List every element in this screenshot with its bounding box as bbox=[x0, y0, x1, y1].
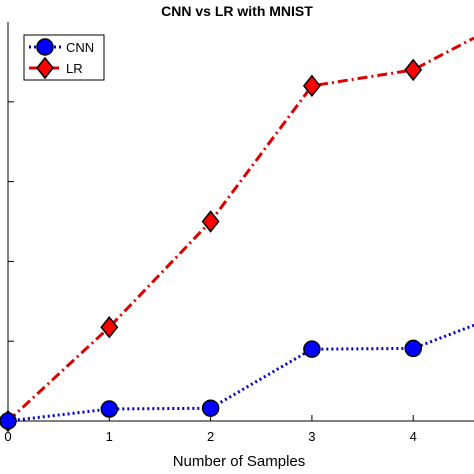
x-tick-label: 0 bbox=[4, 429, 11, 444]
series-lr bbox=[0, 36, 474, 433]
legend-item-lr: LR bbox=[29, 56, 83, 80]
axes: 0 1 2 3 4 bbox=[4, 22, 474, 444]
data-point bbox=[302, 74, 321, 98]
data-point bbox=[201, 399, 220, 417]
data-point bbox=[36, 38, 54, 56]
series-layer bbox=[0, 36, 474, 433]
data-point bbox=[36, 56, 54, 80]
x-tick-label: 3 bbox=[308, 429, 315, 444]
legend-box bbox=[23, 34, 105, 81]
data-point bbox=[404, 339, 422, 358]
data-point bbox=[201, 210, 220, 233]
legend-label: LR bbox=[66, 61, 83, 76]
legend-item-cnn: CNN bbox=[29, 38, 94, 56]
data-point bbox=[0, 412, 17, 430]
x-axis-label: Number of Samples bbox=[173, 453, 306, 470]
series-line bbox=[6, 36, 474, 423]
legend: CNN LR bbox=[23, 34, 105, 81]
series-line bbox=[7, 323, 474, 423]
x-tick-label: 1 bbox=[106, 429, 113, 444]
series-cnn bbox=[0, 323, 474, 430]
chart-title: CNN vs LR with MNIST bbox=[161, 3, 313, 19]
x-tick-label: 2 bbox=[207, 429, 214, 444]
data-point bbox=[100, 400, 119, 418]
data-point bbox=[303, 340, 321, 358]
x-tick-label: 4 bbox=[410, 429, 417, 444]
data-point bbox=[100, 316, 119, 339]
data-point bbox=[404, 58, 423, 82]
legend-label: CNN bbox=[66, 40, 94, 55]
